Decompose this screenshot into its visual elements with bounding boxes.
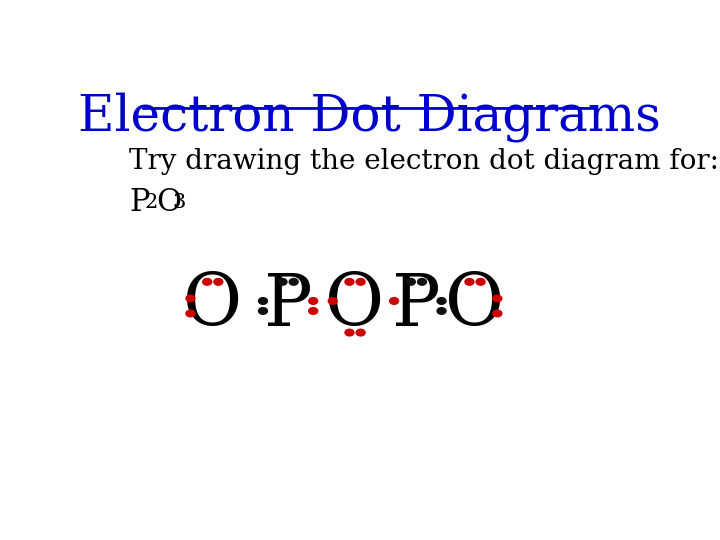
- Circle shape: [390, 298, 399, 305]
- Circle shape: [203, 279, 212, 285]
- Circle shape: [289, 279, 298, 285]
- Text: 2: 2: [145, 193, 158, 212]
- Circle shape: [493, 295, 502, 302]
- Circle shape: [493, 310, 502, 317]
- Circle shape: [186, 295, 195, 302]
- Text: O: O: [156, 187, 181, 219]
- Circle shape: [356, 279, 365, 285]
- Text: O: O: [183, 271, 243, 341]
- Circle shape: [186, 310, 195, 317]
- Circle shape: [437, 308, 446, 314]
- Text: O: O: [446, 271, 505, 341]
- Circle shape: [258, 298, 267, 305]
- Text: O: O: [325, 271, 384, 341]
- Text: P: P: [392, 271, 441, 341]
- Text: P: P: [264, 271, 312, 341]
- Circle shape: [278, 279, 287, 285]
- Circle shape: [406, 279, 415, 285]
- Circle shape: [356, 329, 365, 336]
- Circle shape: [418, 279, 426, 285]
- Circle shape: [476, 279, 485, 285]
- Circle shape: [258, 308, 267, 314]
- Circle shape: [309, 308, 318, 314]
- Circle shape: [345, 279, 354, 285]
- Circle shape: [345, 329, 354, 336]
- Circle shape: [437, 298, 446, 305]
- Text: 3: 3: [173, 193, 186, 212]
- Circle shape: [465, 279, 474, 285]
- Circle shape: [309, 298, 318, 305]
- Text: Electron Dot Diagrams: Electron Dot Diagrams: [78, 92, 660, 142]
- Circle shape: [328, 298, 337, 305]
- Text: Try drawing the electron dot diagram for:: Try drawing the electron dot diagram for…: [129, 148, 719, 175]
- Text: P: P: [129, 187, 150, 219]
- Circle shape: [214, 279, 222, 285]
